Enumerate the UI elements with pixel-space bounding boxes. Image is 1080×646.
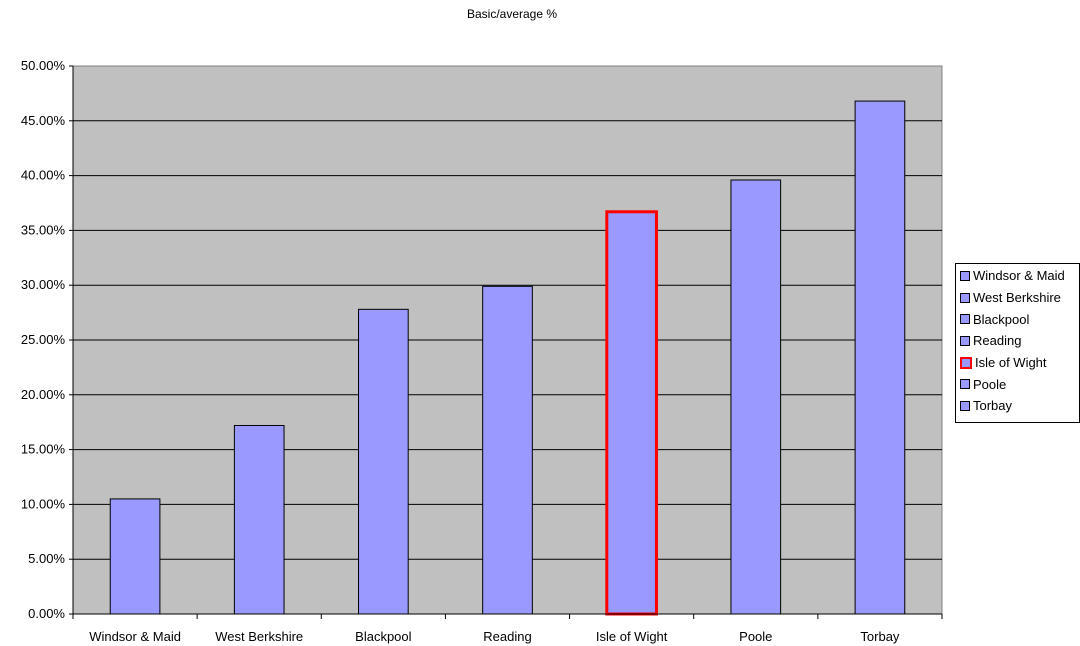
y-tick-label: 40.00% xyxy=(21,168,66,183)
x-tick-label: Isle of Wight xyxy=(596,629,668,644)
legend-label: Windsor & Maid xyxy=(973,268,1065,284)
legend-label: Reading xyxy=(973,333,1022,349)
bar-reading xyxy=(482,285,533,615)
y-tick-label: 35.00% xyxy=(21,222,66,237)
y-tick-label: 15.00% xyxy=(21,442,66,457)
y-tick-label: 20.00% xyxy=(21,387,66,402)
y-tick-label: 30.00% xyxy=(21,277,66,292)
y-tick-label: 0.00% xyxy=(28,606,65,621)
legend-item: Poole xyxy=(956,373,1079,395)
legend-item: Reading xyxy=(956,330,1079,352)
x-tick-label: Blackpool xyxy=(355,629,411,644)
x-tick-label: Reading xyxy=(483,629,531,644)
bar-blackpool xyxy=(358,308,409,615)
legend-label: Isle of Wight xyxy=(975,355,1047,371)
bar-windsor-maid xyxy=(109,498,161,615)
legend-swatch xyxy=(960,356,972,369)
legend-item: Isle of Wight xyxy=(956,352,1079,374)
y-tick-label: 10.00% xyxy=(21,496,66,511)
x-axis: Windsor & Maid West Berkshire Blackpool Rea… xyxy=(72,613,943,644)
y-tick-label: 5.00% xyxy=(28,551,65,566)
legend-swatch xyxy=(960,292,970,303)
chart-title: Basic/average % xyxy=(467,7,557,21)
bar-west-berkshire xyxy=(233,424,285,615)
x-tick-label: Windsor & Maid xyxy=(89,629,181,644)
y-axis: 0.00% 5.00% 10.00% 15.00% 20.00% 25.00% 30.00%… xyxy=(21,58,74,621)
legend-label: West Berkshire xyxy=(973,290,1061,306)
legend-label: Poole xyxy=(973,376,1007,392)
x-tick-label: Poole xyxy=(739,629,772,644)
legend-swatch xyxy=(960,314,970,325)
y-tick-label: 45.00% xyxy=(21,113,66,128)
gridlines xyxy=(73,120,942,560)
legend: Windsor & Maid West Berkshire Blackpool Rea… xyxy=(955,263,1080,423)
legend-item: Windsor & Maid xyxy=(956,265,1079,287)
legend-swatch xyxy=(960,270,970,281)
bar-isle-of-wight xyxy=(605,210,658,616)
legend-label: Blackpool xyxy=(973,311,1030,327)
bars xyxy=(109,100,906,616)
legend-swatch xyxy=(960,400,970,411)
y-tick-label: 25.00% xyxy=(21,332,66,347)
legend-swatch xyxy=(960,335,970,346)
bar-poole xyxy=(730,179,782,615)
legend-item: Blackpool xyxy=(956,308,1079,330)
x-tick-label: Torbay xyxy=(860,629,900,644)
legend-label: Torbay xyxy=(973,398,1013,414)
legend-item: Torbay xyxy=(956,395,1079,417)
x-tick-label: West Berkshire xyxy=(215,629,303,644)
bar-torbay xyxy=(854,100,906,615)
legend-swatch xyxy=(960,379,970,390)
legend-item: West Berkshire xyxy=(956,287,1079,309)
y-tick-label: 50.00% xyxy=(21,58,66,73)
